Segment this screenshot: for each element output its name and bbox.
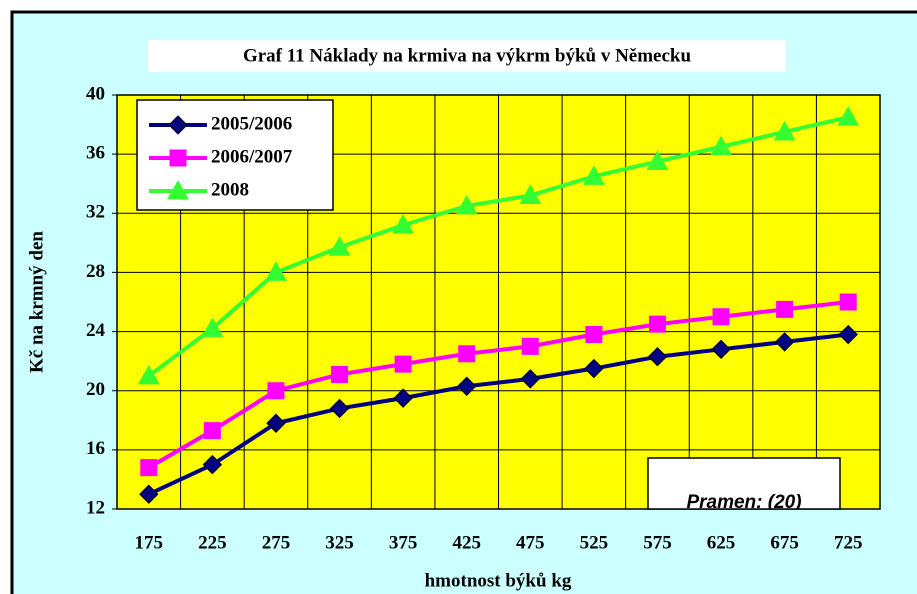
marker: [458, 345, 476, 363]
marker: [648, 315, 666, 333]
marker: [521, 337, 539, 355]
marker: [139, 484, 159, 504]
marker: [776, 300, 794, 318]
title-box: [148, 40, 786, 72]
x-tick-label: 175: [135, 532, 164, 553]
x-tick-label: 725: [834, 532, 863, 553]
y-tick-label: 40: [86, 83, 105, 104]
marker: [140, 459, 158, 477]
x-axis-label: hmotnost býků kg: [425, 570, 572, 591]
y-tick-label: 16: [86, 438, 105, 459]
marker: [266, 413, 286, 433]
x-tick-label: 475: [516, 532, 545, 553]
series-line: [147, 332, 849, 497]
x-tick-label: 325: [325, 532, 354, 553]
marker: [455, 194, 478, 215]
marker: [520, 369, 540, 389]
y-tick-label: 32: [86, 202, 105, 223]
marker: [328, 236, 351, 256]
marker: [267, 382, 285, 400]
x-tick-label: 525: [580, 532, 609, 553]
marker: [168, 115, 188, 135]
marker: [393, 388, 413, 408]
marker: [201, 317, 224, 338]
y-tick-label: 28: [86, 261, 105, 282]
marker: [169, 149, 187, 167]
marker: [167, 179, 189, 200]
x-tick-label: 675: [770, 532, 799, 553]
y-tick-label: 20: [86, 379, 105, 400]
plot-border: [116, 94, 881, 510]
marker: [584, 358, 604, 379]
x-tick-label: 275: [262, 532, 291, 553]
marker: [202, 454, 223, 475]
marker: [712, 308, 730, 326]
marker: [457, 376, 477, 396]
x-tick-label: 425: [452, 532, 481, 553]
marker: [137, 364, 160, 385]
x-tick-label: 625: [707, 532, 736, 553]
annotation-box: [647, 457, 841, 510]
marker: [774, 332, 795, 352]
series-line: [147, 300, 849, 470]
marker: [585, 326, 603, 344]
marker: [329, 398, 350, 419]
marker: [392, 214, 414, 234]
y-axis-label: Kč na krmný den: [26, 231, 47, 373]
x-tick-label: 225: [198, 532, 227, 553]
marker: [711, 339, 731, 360]
marker: [265, 261, 287, 281]
marker: [519, 184, 542, 205]
y-tick-label: 12: [86, 497, 105, 518]
series-line: [147, 115, 849, 378]
legend-label: 2005/2006: [211, 113, 292, 134]
x-tick-label: 375: [389, 532, 418, 553]
marker: [838, 324, 858, 345]
marker: [203, 422, 221, 440]
marker: [331, 365, 349, 383]
legend-label: 2008: [211, 179, 249, 200]
marker: [394, 355, 412, 373]
y-tick-label: 24: [86, 320, 106, 341]
marker: [839, 293, 857, 311]
marker: [710, 135, 732, 156]
x-tick-label: 575: [643, 532, 672, 553]
legend-label: 2006/2007: [211, 146, 293, 167]
marker: [646, 150, 669, 171]
marker: [647, 347, 668, 367]
marker: [583, 165, 605, 185]
marker: [837, 106, 860, 126]
annotation: Pramen: (20): [686, 492, 801, 513]
marker: [773, 120, 796, 141]
chart-title: Graf 11 Náklady na krmiva na výkrm býků …: [243, 45, 692, 66]
y-tick-label: 36: [86, 143, 105, 164]
